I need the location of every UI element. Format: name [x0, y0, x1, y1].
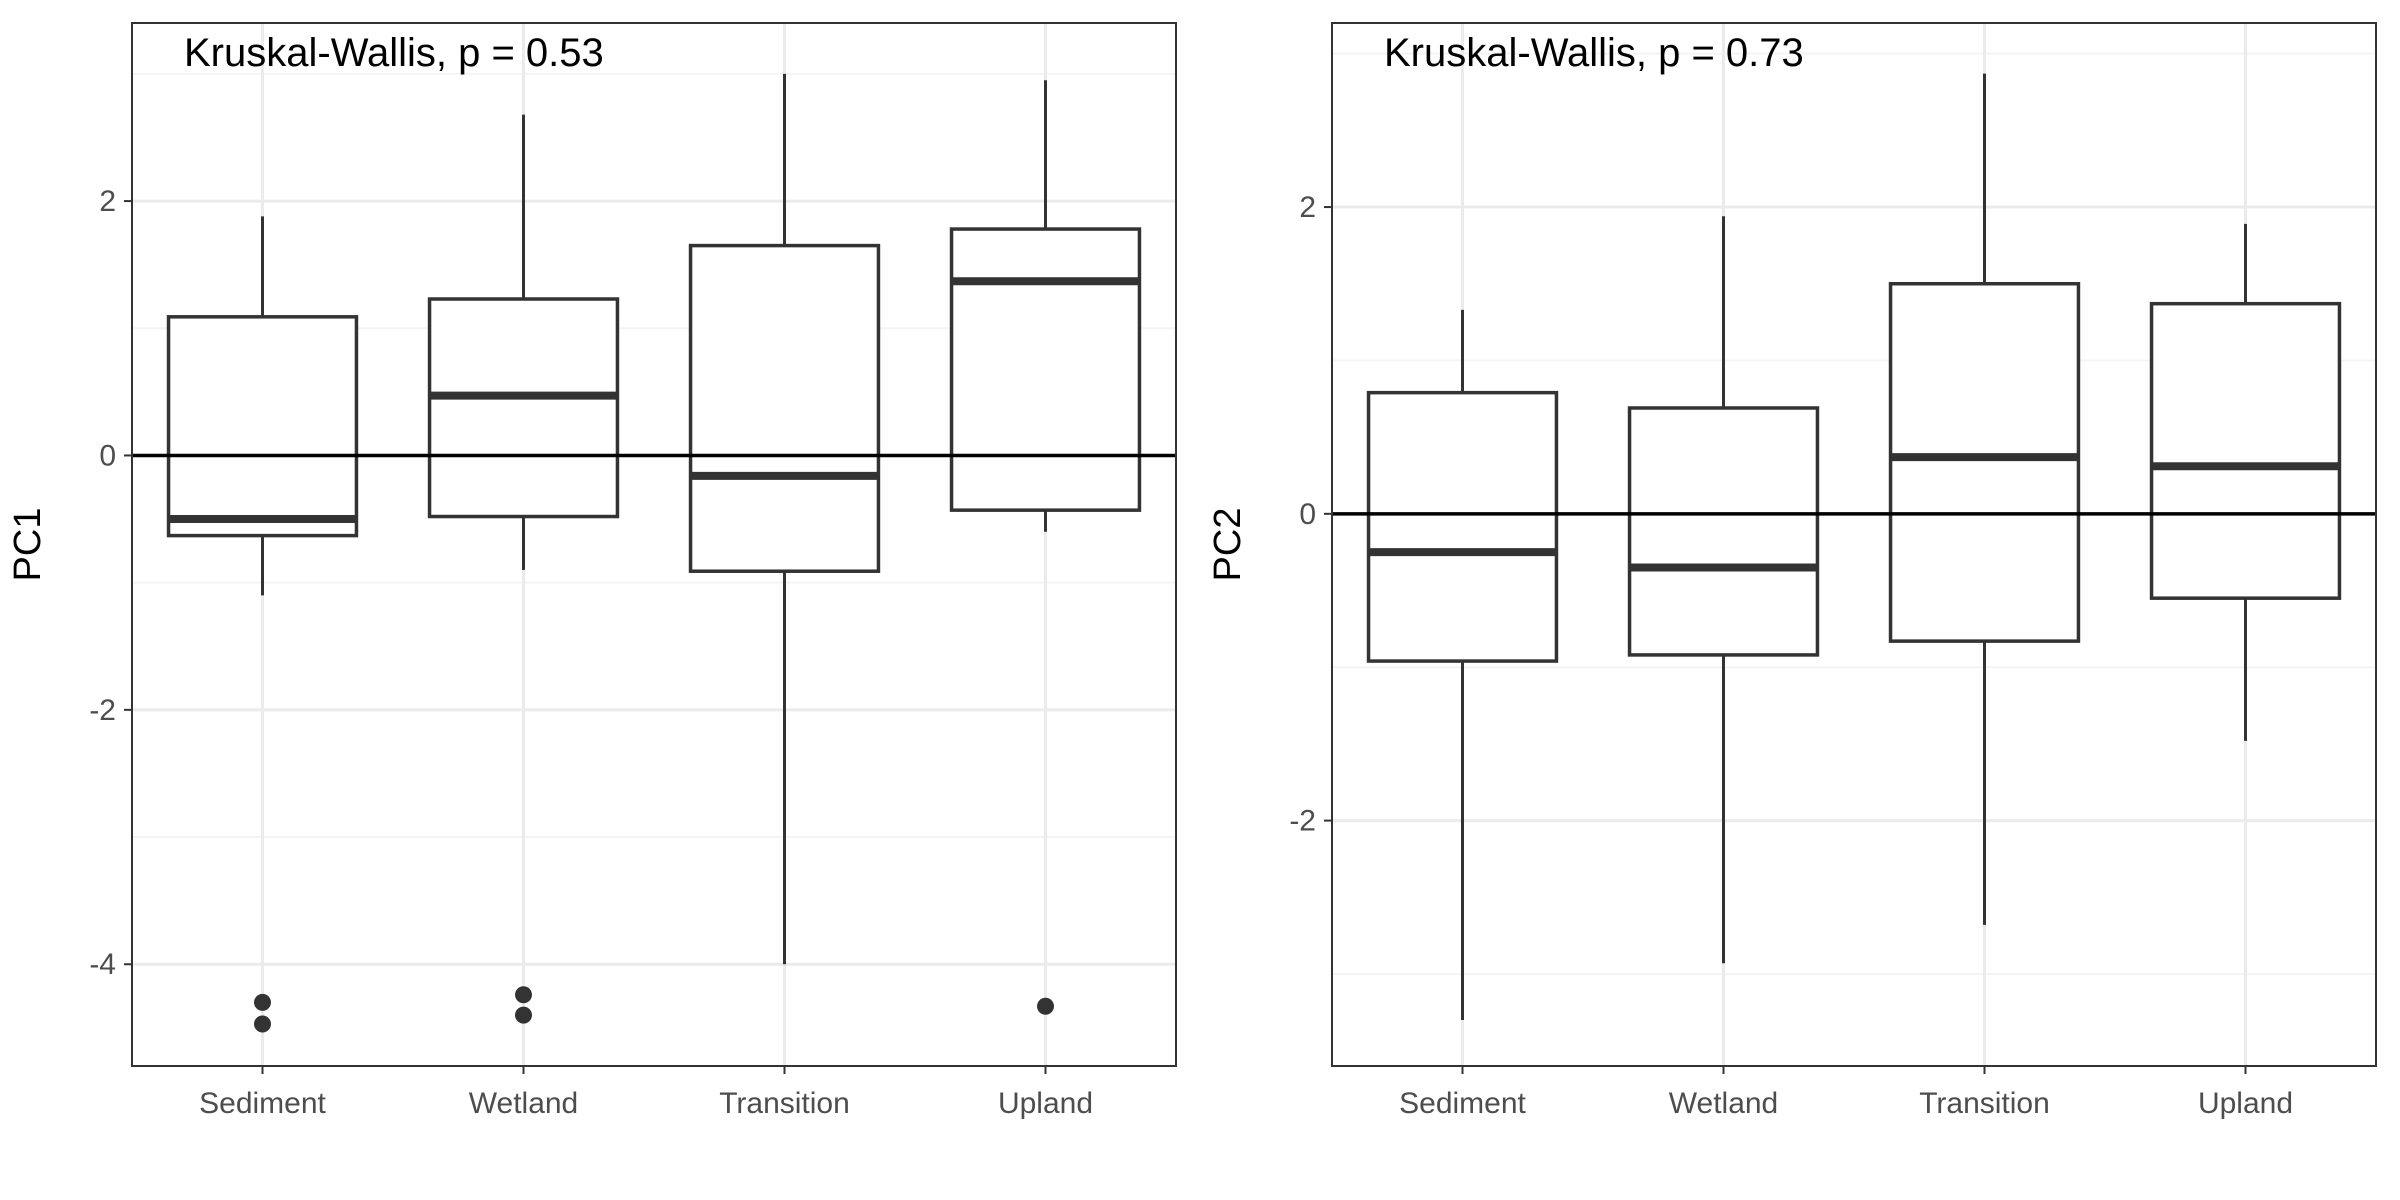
box-sediment — [1366, 309, 1559, 1020]
box-upland — [949, 80, 1142, 1015]
outlier-point — [515, 986, 532, 1004]
x-tick-label: Transition — [1919, 1087, 2050, 1120]
box-wetland — [1627, 216, 1820, 964]
y-tick-label: -4 — [89, 948, 116, 981]
x-tick-label: Sediment — [1399, 1087, 1526, 1120]
x-tick-label: Upland — [998, 1087, 1093, 1120]
outlier-point — [254, 1015, 271, 1033]
x-tick-label: Sediment — [199, 1087, 326, 1120]
box-iqr — [1366, 390, 1559, 663]
y-tick-label: -2 — [89, 694, 116, 727]
annotation-kruskal-wallis: Kruskal-Wallis, p = 0.73 — [1384, 31, 1804, 75]
box-wetland — [427, 114, 620, 1024]
x-tick-label: Wetland — [1669, 1087, 1779, 1120]
y-tick-label: 0 — [99, 439, 116, 472]
x-tick-label: Upland — [2198, 1087, 2293, 1120]
x-tick-label: Transition — [719, 1087, 850, 1120]
box-iqr — [949, 227, 1142, 512]
box-iqr — [166, 315, 359, 538]
y-tick-label: 2 — [99, 185, 116, 218]
box-iqr — [1627, 406, 1820, 657]
box-transition — [1888, 73, 2081, 925]
box-sediment — [166, 216, 359, 1033]
y-tick-label: 2 — [1299, 191, 1316, 224]
y-axis-title: PC1 — [7, 508, 49, 582]
box-iqr — [688, 243, 881, 573]
annotation-kruskal-wallis: Kruskal-Wallis, p = 0.53 — [184, 31, 604, 75]
box-iqr — [1888, 282, 2081, 643]
y-tick-label: -2 — [1289, 805, 1316, 838]
outlier-point — [254, 993, 271, 1011]
outlier-point — [515, 1006, 532, 1024]
panel-pc1: -4 -2 0 2 Sediment Wetland Transition Upland PC1… — [7, 22, 1177, 1120]
panel-pc2: -2 0 2 Sediment Wetland Transition Upland PC2 Kr… — [1207, 22, 2377, 1120]
x-tick-label: Wetland — [469, 1087, 579, 1120]
panel-border — [131, 22, 1177, 1067]
box-iqr — [2149, 301, 2342, 600]
y-tick-label: 0 — [1299, 498, 1316, 531]
panel-border — [1331, 22, 2377, 1067]
box-iqr — [427, 297, 620, 519]
box-transition — [688, 73, 881, 965]
y-axis-title: PC2 — [1207, 508, 1249, 582]
box-upland — [2149, 223, 2342, 741]
outlier-point — [1037, 997, 1054, 1015]
